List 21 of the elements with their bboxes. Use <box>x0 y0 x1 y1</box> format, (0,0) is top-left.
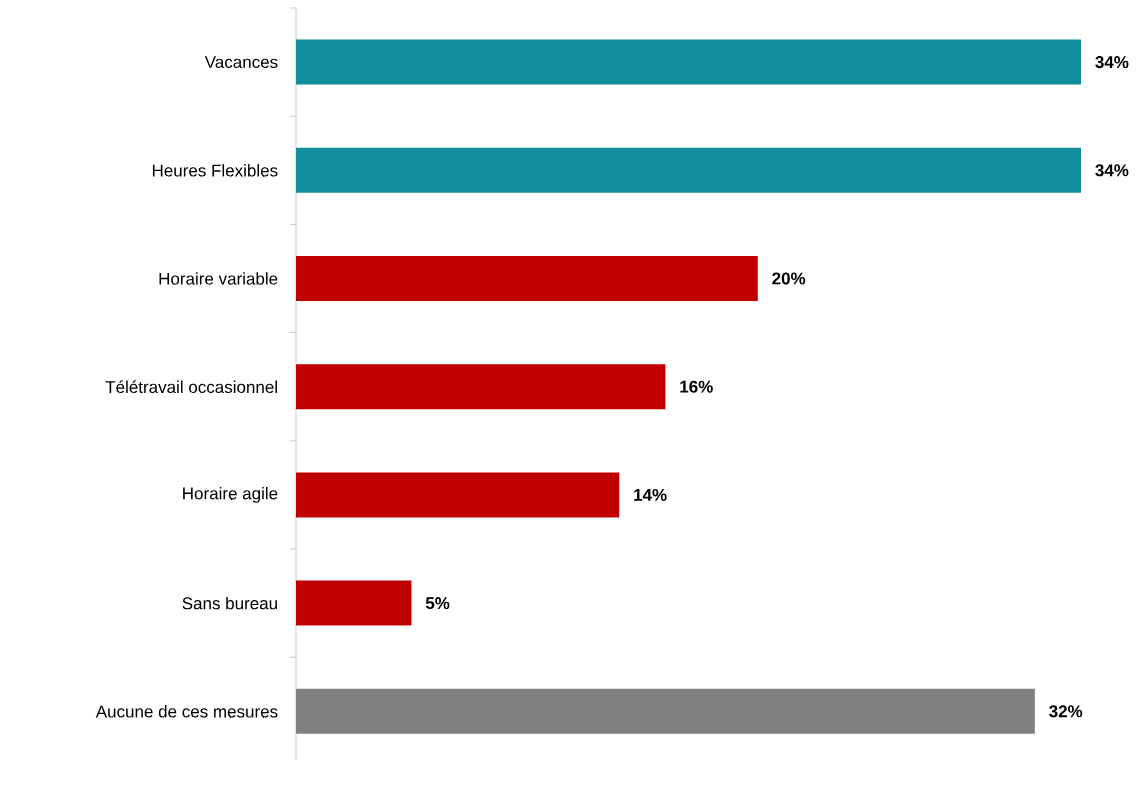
data-label: 32% <box>1049 705 1083 718</box>
y-tick-label: Télétravail occasionnel <box>105 380 277 394</box>
y-tick-label: Aucune de ces mesures <box>95 705 278 718</box>
data-label: 34% <box>1095 56 1129 69</box>
bar <box>296 147 1082 193</box>
y-tick-label: Horaire variable <box>159 272 278 285</box>
bar <box>296 472 620 518</box>
bar <box>296 256 758 302</box>
data-label: 16% <box>680 380 713 393</box>
y-tick-label: Heures Flexibles <box>152 164 278 177</box>
bar <box>296 364 666 410</box>
data-label: 20% <box>772 272 806 285</box>
y-tick-label: Horaire agile <box>183 487 278 503</box>
bar <box>296 39 1082 85</box>
y-tick-label: Vacances <box>204 56 278 69</box>
data-label: 14% <box>634 488 667 501</box>
data-label: 34% <box>1095 164 1129 177</box>
y-tick-label: Sans bureau <box>182 596 277 610</box>
bar <box>296 580 412 626</box>
bar <box>296 688 1035 734</box>
data-label: 5% <box>425 597 450 610</box>
